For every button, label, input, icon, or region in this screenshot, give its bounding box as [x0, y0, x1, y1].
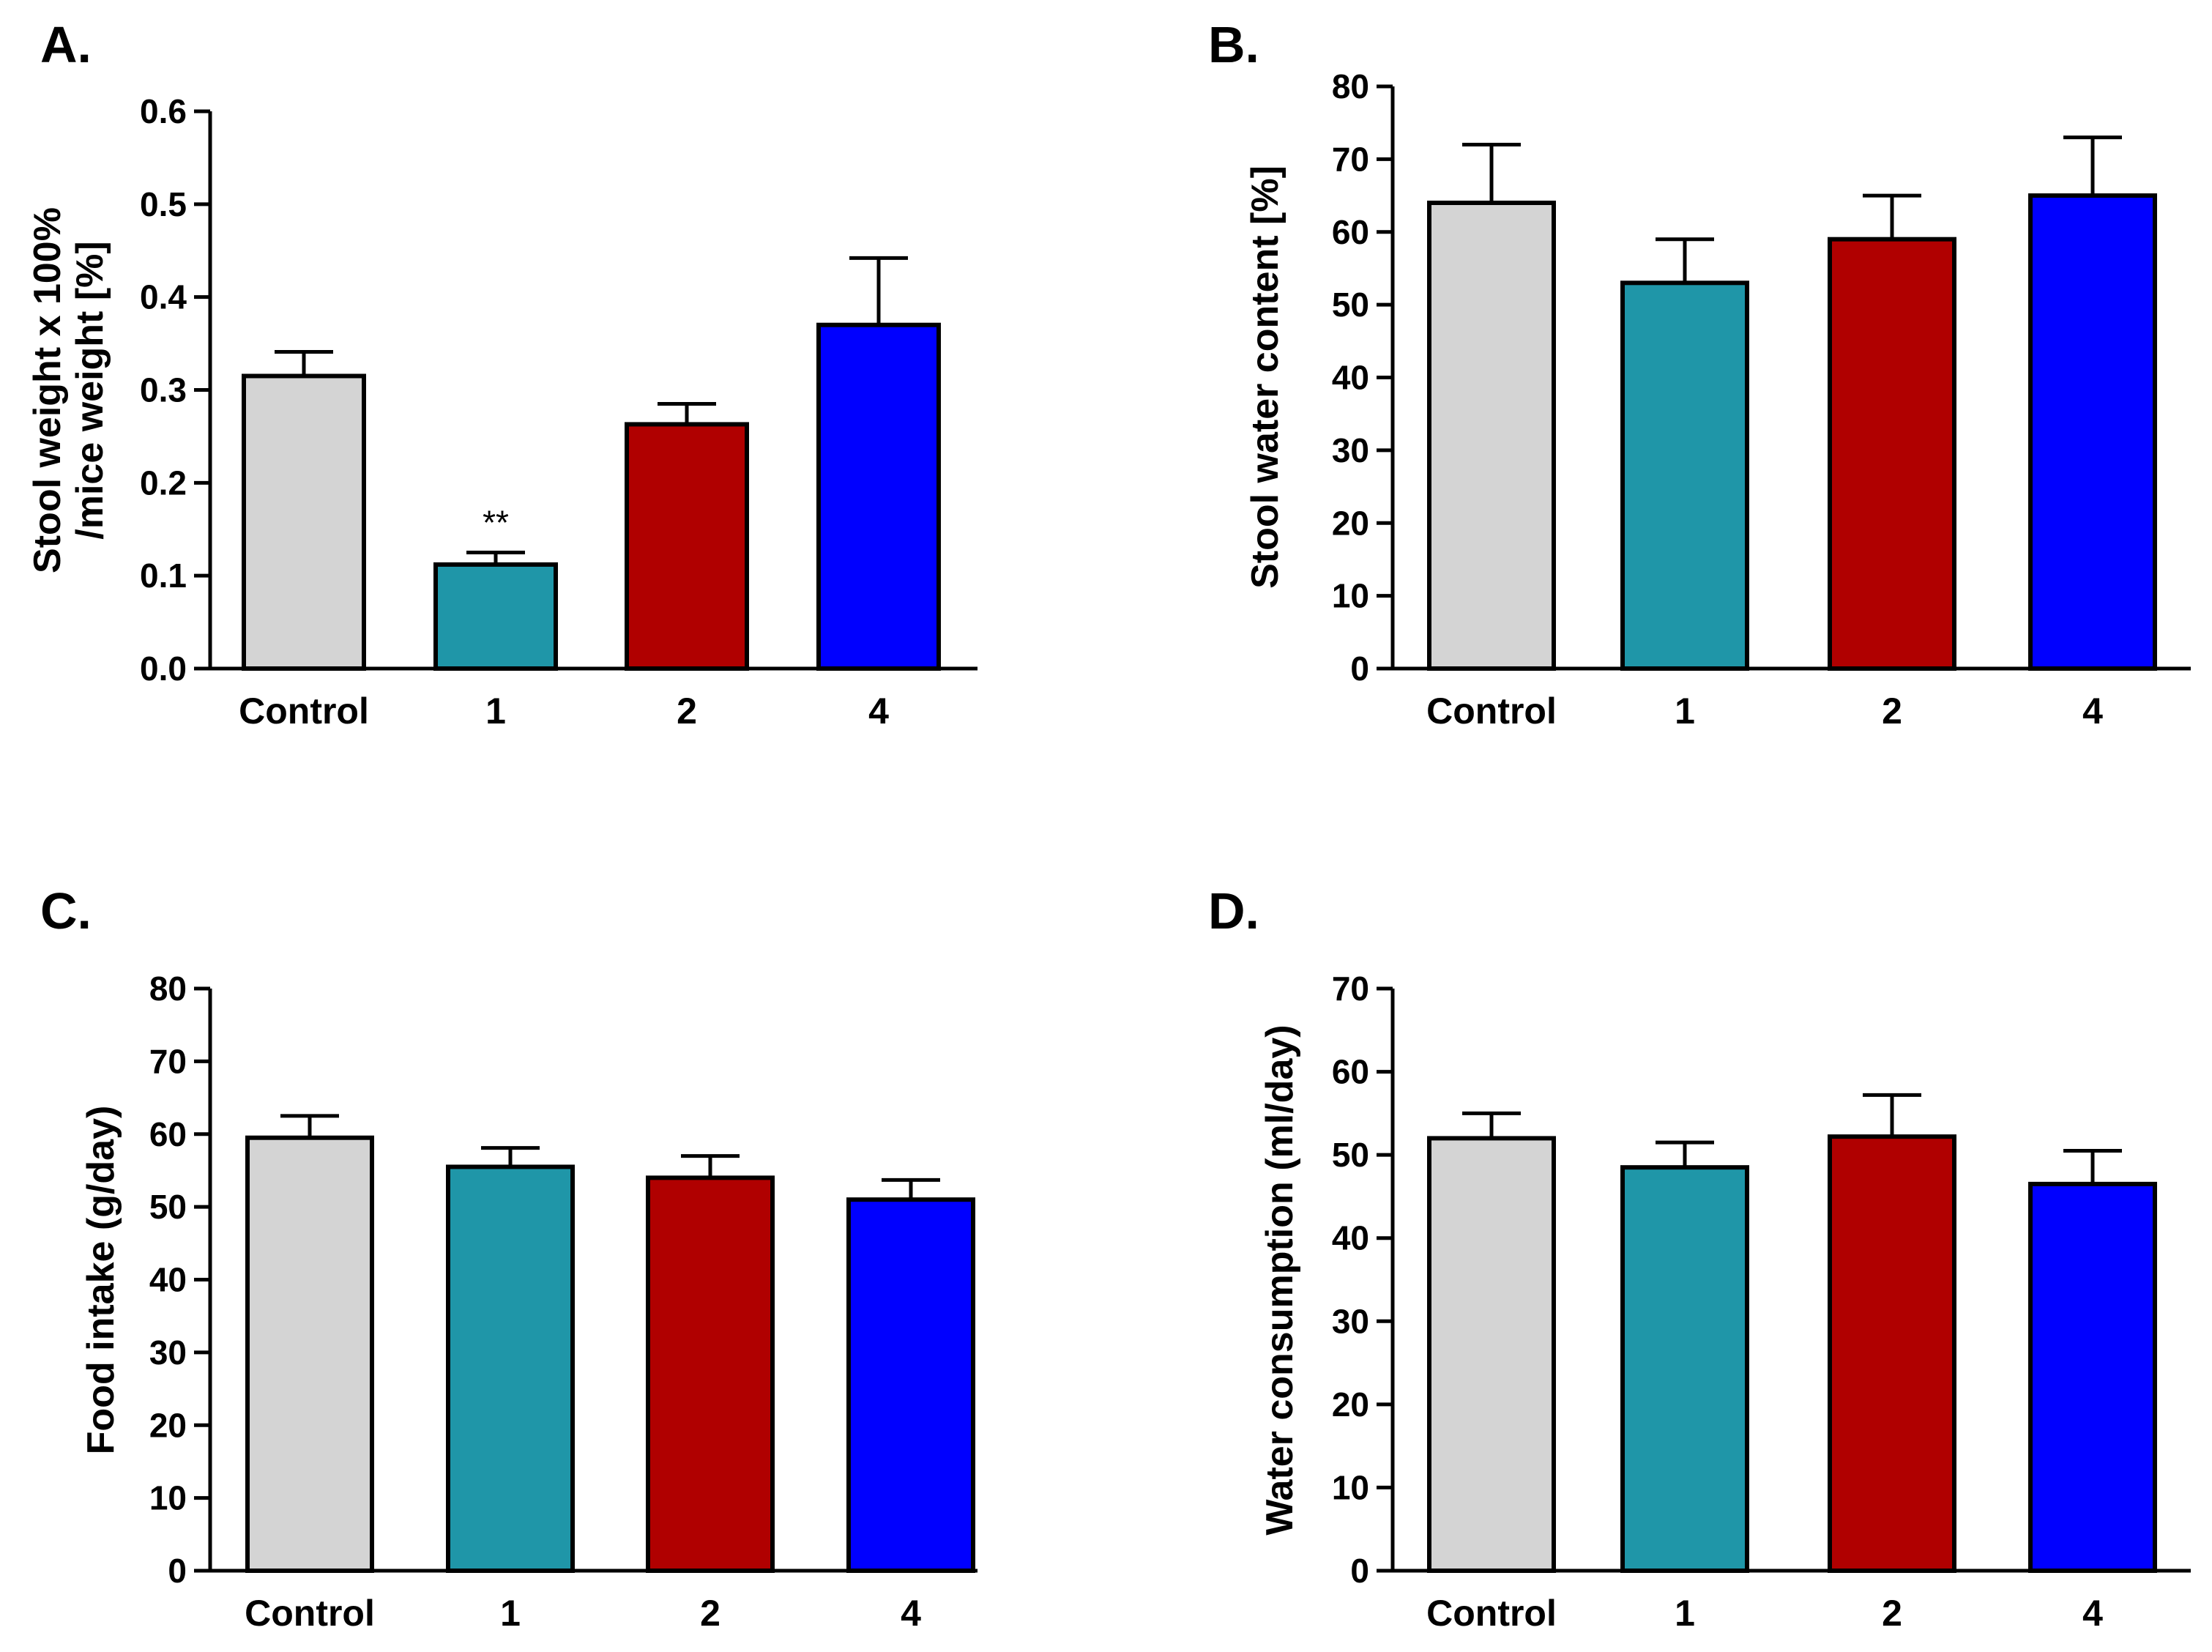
y-tick-label: 0.6 [140, 92, 187, 130]
bar-1 [1620, 280, 1749, 671]
category-label: 1 [1675, 691, 1695, 732]
bar-4 [2028, 193, 2157, 671]
panel-label: B. [1208, 16, 1259, 73]
bar-control [1427, 201, 1556, 671]
category-label: 2 [700, 1593, 720, 1634]
category-label: 2 [1882, 1593, 1902, 1634]
panel-a: A. Control 1 2 4 ** 0.0 0.1 0.2 0.3 0.4 0.5 0.6 Stool… [26, 16, 977, 732]
bar-1 [433, 562, 558, 671]
category-label: 2 [677, 691, 697, 732]
y-axis-title: Food intake (g/day) [80, 1106, 122, 1455]
bar-1 [446, 1164, 575, 1573]
y-tick-label: 10 [149, 1479, 187, 1517]
category-label: 4 [868, 691, 889, 732]
y-tick-label: 20 [149, 1406, 187, 1444]
y-tick-label: 20 [1332, 504, 1369, 542]
y-tick-label: 0.4 [140, 278, 187, 316]
y-tick-label: 70 [149, 1042, 187, 1080]
y-tick-label: 50 [149, 1188, 187, 1226]
bar-control [245, 1135, 374, 1573]
y-tick-label: 30 [1332, 431, 1369, 469]
y-axis-title: /mice weight [%] [69, 241, 111, 539]
y-tick-label: 0 [1350, 650, 1369, 688]
category-label: Control [1426, 1593, 1557, 1634]
category-label: 1 [1675, 1593, 1695, 1634]
y-tick-label: 40 [1332, 359, 1369, 397]
bar-4 [816, 322, 941, 671]
y-tick-label: 40 [1332, 1219, 1369, 1257]
y-tick-label: 80 [149, 970, 187, 1008]
panel-label: C. [40, 882, 92, 940]
y-tick-label: 60 [149, 1115, 187, 1153]
y-tick-label: 30 [149, 1333, 187, 1372]
y-tick-label: 70 [1332, 140, 1369, 178]
y-tick-label: 20 [1332, 1385, 1369, 1424]
y-tick-label: 0 [1350, 1552, 1369, 1590]
y-tick-label: 60 [1332, 213, 1369, 251]
panel-label: A. [40, 16, 92, 73]
y-tick-label: 50 [1332, 286, 1369, 324]
bar-4 [846, 1197, 975, 1573]
y-axis-title: Water consumption (ml/day) [1259, 1024, 1301, 1535]
y-tick-label: 0.5 [140, 185, 187, 223]
y-tick-label: 60 [1332, 1053, 1369, 1091]
y-tick-label: 50 [1332, 1136, 1369, 1174]
y-tick-label: 30 [1332, 1302, 1369, 1340]
y-tick-label: 0.1 [140, 557, 187, 595]
y-tick-label: 0 [168, 1552, 187, 1590]
y-tick-label: 80 [1332, 67, 1369, 105]
category-label: Control [245, 1593, 375, 1634]
y-axis-title: Stool weight x 100% [26, 207, 69, 573]
category-label: 4 [2082, 1593, 2103, 1634]
y-tick-label: 10 [1332, 577, 1369, 615]
bar-2 [646, 1175, 775, 1573]
category-label: Control [1426, 691, 1557, 732]
category-label: 4 [2082, 691, 2103, 732]
category-label: 4 [901, 1593, 921, 1634]
y-tick-label: 0.3 [140, 371, 187, 409]
category-label: 1 [500, 1593, 521, 1634]
y-tick-label: 0.2 [140, 464, 187, 502]
y-tick-label: 10 [1332, 1468, 1369, 1506]
significance-marker: ** [483, 503, 509, 541]
bar-4 [2028, 1181, 2157, 1573]
y-tick-label: 70 [1332, 970, 1369, 1008]
panel-label: D. [1208, 882, 1259, 940]
bar-2 [1828, 1134, 1956, 1573]
y-tick-label: 40 [149, 1261, 187, 1299]
bar-2 [1828, 237, 1956, 671]
y-tick-label: 0.0 [140, 650, 187, 688]
y-axis-title: Stool water content [%] [1244, 165, 1286, 589]
category-label: 1 [485, 691, 506, 732]
bar-2 [625, 422, 749, 671]
category-label: 2 [1882, 691, 1902, 732]
bar-1 [1620, 1165, 1749, 1573]
category-label: Control [239, 691, 369, 732]
bar-control [242, 373, 366, 671]
bar-control [1427, 1136, 1556, 1573]
